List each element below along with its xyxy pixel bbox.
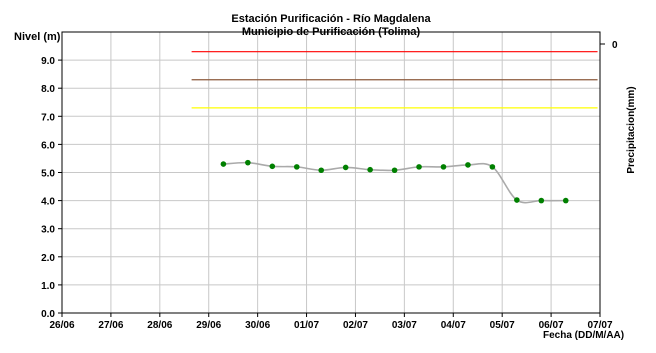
y-tick-label: 5.0: [41, 169, 55, 180]
series: [220, 159, 569, 204]
x-tick-label: 26/06: [49, 320, 74, 331]
x-tick-label: 02/07: [343, 320, 368, 331]
data-point: [440, 164, 447, 170]
x-tick-label: 27/06: [98, 320, 123, 331]
y-tick-label: 3.0: [41, 225, 55, 236]
data-point: [245, 159, 251, 166]
y2-axis-label: Precipitacion(mm): [626, 86, 637, 173]
y-tick-label: 8.0: [41, 84, 55, 95]
x-tick-label: 07/07: [587, 320, 612, 331]
x-tick-label: 29/06: [196, 320, 221, 331]
y-tick-label: 0.0: [41, 309, 55, 320]
grid: [62, 32, 600, 313]
y-tick-label: 4.0: [41, 197, 55, 208]
y-tick-label: 2.0: [41, 253, 55, 264]
data-point: [269, 163, 276, 170]
data-point: [514, 197, 520, 203]
data-point: [562, 197, 569, 204]
data-point: [342, 164, 349, 171]
data-point: [538, 197, 545, 204]
data-point: [220, 161, 227, 167]
data-point: [367, 166, 373, 173]
y-axis-label: Nivel (m): [14, 31, 61, 43]
x-tick-label: 28/06: [147, 320, 172, 331]
chart-title: Estación Purificación - Río Magdalena: [231, 13, 431, 25]
x-tick-label: 06/07: [539, 320, 564, 331]
x-tick-label: 01/07: [294, 320, 319, 331]
y2-tick-label: 0: [612, 40, 618, 51]
data-point: [465, 162, 471, 168]
y-tick-label: 9.0: [41, 56, 55, 67]
x-tick-label: 04/07: [441, 320, 466, 331]
x-tick-label: 05/07: [490, 320, 515, 331]
data-point: [391, 167, 398, 174]
data-point: [293, 164, 300, 170]
data-point: [318, 167, 325, 174]
data-point: [489, 164, 496, 170]
x-tick-label: 30/06: [245, 320, 270, 331]
y-tick-label: 6.0: [41, 140, 55, 151]
x-tick-label: 03/07: [392, 320, 417, 331]
x-axis-label: Fecha (DD/M/AA): [543, 330, 624, 341]
y-tick-label: 7.0: [41, 112, 55, 123]
ticks: 0.0 1.0 2.0 3.0 4.0 5.0 6.0 7.0 8.0 9.0 26/06 27/06…: [41, 43, 613, 331]
chart-subtitle: Municipio de Purificación (Tolima): [242, 26, 421, 38]
data-point: [416, 164, 422, 170]
y-tick-label: 1.0: [41, 281, 55, 292]
thresholds: [191, 51, 598, 109]
